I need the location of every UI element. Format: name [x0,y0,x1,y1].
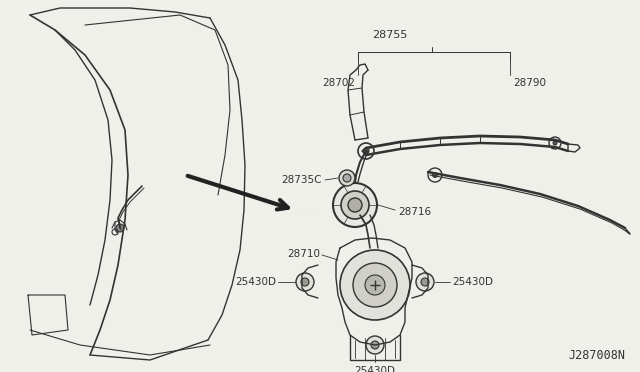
Text: 28735C: 28735C [282,175,322,185]
Circle shape [353,263,397,307]
Circle shape [366,336,384,354]
Text: 25430D: 25430D [452,277,493,287]
Circle shape [296,273,314,291]
Circle shape [433,173,438,177]
Text: 28710: 28710 [287,249,320,259]
Circle shape [553,141,557,145]
Circle shape [339,170,355,186]
Circle shape [348,198,362,212]
Circle shape [343,174,351,182]
Circle shape [416,273,434,291]
Text: 25430D: 25430D [235,277,276,287]
Circle shape [340,250,410,320]
Circle shape [371,341,379,349]
Text: 28755: 28755 [372,30,408,40]
Circle shape [301,278,309,286]
Circle shape [363,148,369,154]
Circle shape [341,191,369,219]
Text: 25430D: 25430D [355,366,396,372]
Text: 28702: 28702 [322,78,355,88]
Text: 28790: 28790 [513,78,546,88]
Circle shape [333,183,377,227]
Text: J287008N: J287008N [568,349,625,362]
Circle shape [365,275,385,295]
Circle shape [421,278,429,286]
Text: 28716: 28716 [398,207,431,217]
Circle shape [116,224,124,232]
